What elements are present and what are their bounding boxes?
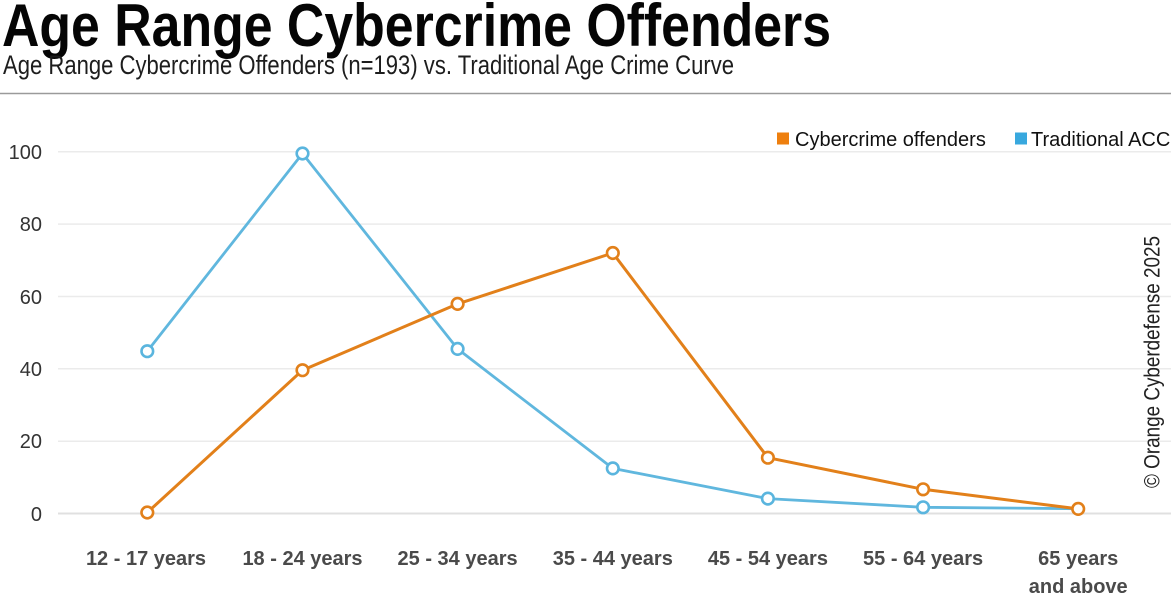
svg-text:55 - 64 years: 55 - 64 years — [863, 548, 983, 570]
svg-text:35 - 44 years: 35 - 44 years — [553, 548, 673, 570]
svg-text:18 - 24 years: 18 - 24 years — [242, 548, 362, 570]
svg-text:Traditional ACC: Traditional ACC — [1031, 129, 1170, 151]
svg-text:100: 100 — [9, 142, 42, 164]
svg-text:and above: and above — [1029, 576, 1128, 598]
svg-text:65 years: 65 years — [1038, 548, 1118, 570]
svg-text:Age Range Cybercrime Offenders: Age Range Cybercrime Offenders (n=193) v… — [3, 50, 734, 80]
svg-text:60: 60 — [20, 287, 42, 309]
svg-text:Age Range Cybercrime Offenders: Age Range Cybercrime Offenders — [2, 0, 831, 59]
svg-text:12 - 17 years: 12 - 17 years — [86, 548, 206, 570]
svg-text:0: 0 — [31, 504, 42, 526]
svg-text:20: 20 — [20, 431, 42, 453]
svg-text:Cybercrime offenders: Cybercrime offenders — [795, 129, 986, 151]
svg-text:45 - 54 years: 45 - 54 years — [708, 548, 828, 570]
svg-text:40: 40 — [20, 359, 42, 381]
svg-text:80: 80 — [20, 214, 42, 236]
svg-text:© Orange Cyberdefense 2025: © Orange Cyberdefense 2025 — [1140, 236, 1165, 488]
svg-text:25 - 34 years: 25 - 34 years — [398, 548, 518, 570]
